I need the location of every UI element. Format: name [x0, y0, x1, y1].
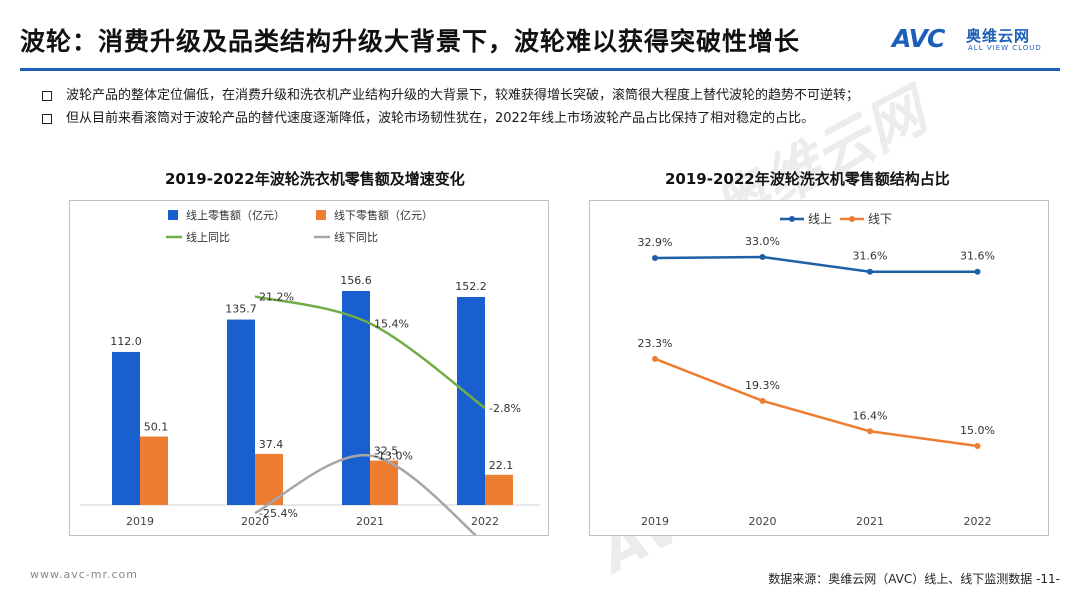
data-point	[974, 268, 981, 275]
source-note: 数据来源：奥维云网（AVC）线上、线下监测数据 -11-	[768, 570, 1060, 587]
series-line-online-share	[654, 255, 978, 273]
bar-offline	[140, 436, 168, 505]
data-label: 32.9%	[638, 236, 673, 249]
logo-avc-text: AVC	[892, 24, 945, 53]
bar-label-online: 152.2	[455, 280, 487, 293]
chart1-svg: 线上零售额（亿元） 线下零售额（亿元） 线上同比 线下同比 112.0 50.1 2019 1…	[80, 208, 540, 551]
chart2-svg: 线上 线下 32.9% 33.0% 31.6% 31.6% 23.3% 19.3% 16.4% 1…	[638, 212, 995, 528]
series-line-offline-share	[654, 357, 978, 448]
data-point	[867, 268, 873, 275]
x-tick-label: 2021	[356, 515, 384, 528]
data-point	[652, 255, 658, 262]
bar-label-offline: 37.4	[259, 438, 284, 451]
legend-label: 线下同比	[334, 230, 378, 244]
square-bullet-icon	[42, 114, 52, 124]
legend-label: 线上同比	[186, 230, 230, 244]
bar-label-offline: 50.1	[144, 421, 169, 434]
data-label: 15.0%	[960, 424, 995, 437]
line-data-label: -2.8%	[489, 402, 521, 415]
source-text: 数据来源：奥维云网（AVC）线上、线下监测数据	[768, 572, 1033, 586]
data-label: 19.3%	[745, 379, 780, 392]
data-point	[759, 254, 766, 260]
x-tick-label: 2022	[471, 515, 499, 528]
legend-marker	[849, 216, 855, 222]
bar-online	[457, 297, 485, 505]
bar-label-offline: 32.5	[374, 445, 399, 458]
data-label: 31.6%	[853, 250, 888, 263]
legend-label: 线下零售额（亿元）	[334, 208, 433, 222]
legend-label: 线上	[808, 212, 832, 226]
data-point	[974, 443, 981, 449]
legend-label: 线上零售额（亿元）	[186, 208, 285, 222]
page-number: -11-	[1036, 572, 1060, 586]
header-divider	[20, 68, 1060, 71]
bullet-item: 波轮产品的整体定位偏低，在消费升级和洗衣机产业结构升级的大背景下，较难获得增长突…	[38, 86, 1068, 106]
legend-label: 线下	[868, 212, 892, 226]
bullet-item: 但从目前来看滚筒对于波轮产品的替代速度逐渐降低，波轮市场韧性犹在，2022年线上…	[38, 109, 1068, 129]
line-data-label: 21.2%	[259, 290, 294, 303]
data-label: 23.3%	[638, 337, 673, 350]
bar-offline	[485, 474, 513, 505]
data-point	[759, 397, 766, 404]
series-line-offline-growth	[254, 454, 486, 545]
legend-marker	[789, 216, 795, 222]
brand-logo: AVC 奥维云网 ALL VIEW CLOUD	[892, 24, 1062, 54]
bullet-text: 但从目前来看滚筒对于波轮产品的替代速度逐渐降低，波轮市场韧性犹在，2022年线上…	[66, 111, 815, 126]
bullet-list: 波轮产品的整体定位偏低，在消费升级和洗衣机产业结构升级的大背景下，较难获得增长突…	[38, 86, 1068, 132]
legend-swatch	[168, 210, 178, 220]
x-tick-label: 2021	[856, 515, 884, 528]
x-tick-label: 2019	[641, 515, 669, 528]
x-tick-label: 2020	[749, 515, 777, 528]
chart1-title: 2019-2022年波轮洗衣机零售额及增速变化	[165, 170, 465, 188]
x-tick-label: 2019	[126, 515, 154, 528]
line-data-label: -25.4%	[259, 507, 298, 520]
website-text: www.avc-mr.com	[30, 568, 138, 581]
bar-label-online: 112.0	[110, 335, 142, 348]
bullet-text: 波轮产品的整体定位偏低，在消费升级和洗衣机产业结构升级的大背景下，较难获得增长突…	[66, 88, 860, 103]
chart2-panel: 线上 线下 32.9% 33.0% 31.6% 31.6% 23.3% 19.3% 16.4% 1…	[589, 200, 1049, 536]
data-label: 16.4%	[853, 409, 888, 422]
bar-online	[112, 351, 140, 505]
legend-swatch	[316, 210, 326, 220]
logo-en-text: ALL VIEW CLOUD	[968, 44, 1042, 52]
logo-cn-text: 奥维云网	[966, 27, 1031, 45]
chart1-panel: 线上零售额（亿元） 线下零售额（亿元） 线上同比 线下同比 112.0 50.1 2019 1…	[69, 200, 549, 551]
data-point	[867, 428, 873, 435]
bar-label-online: 156.6	[340, 274, 372, 287]
series-line-online-growth	[254, 295, 486, 410]
square-bullet-icon	[42, 91, 52, 101]
x-tick-label: 2020	[241, 515, 269, 528]
bar-online	[227, 319, 255, 505]
data-point	[652, 355, 658, 362]
data-label: 31.6%	[960, 250, 995, 263]
data-label: 33.0%	[745, 235, 780, 248]
bar-label-online: 135.7	[225, 303, 257, 316]
chart2-title: 2019-2022年波轮洗衣机零售额结构占比	[665, 170, 950, 188]
bar-label-offline: 22.1	[489, 459, 514, 472]
x-tick-label: 2022	[964, 515, 992, 528]
bar-online	[342, 291, 370, 505]
bar-offline	[370, 460, 398, 505]
line-data-label: -13.0%	[374, 449, 413, 462]
line-data-label: 15.4%	[374, 317, 409, 330]
page-title: 波轮：消费升级及品类结构升级大背景下，波轮难以获得突破性增长	[20, 27, 801, 56]
